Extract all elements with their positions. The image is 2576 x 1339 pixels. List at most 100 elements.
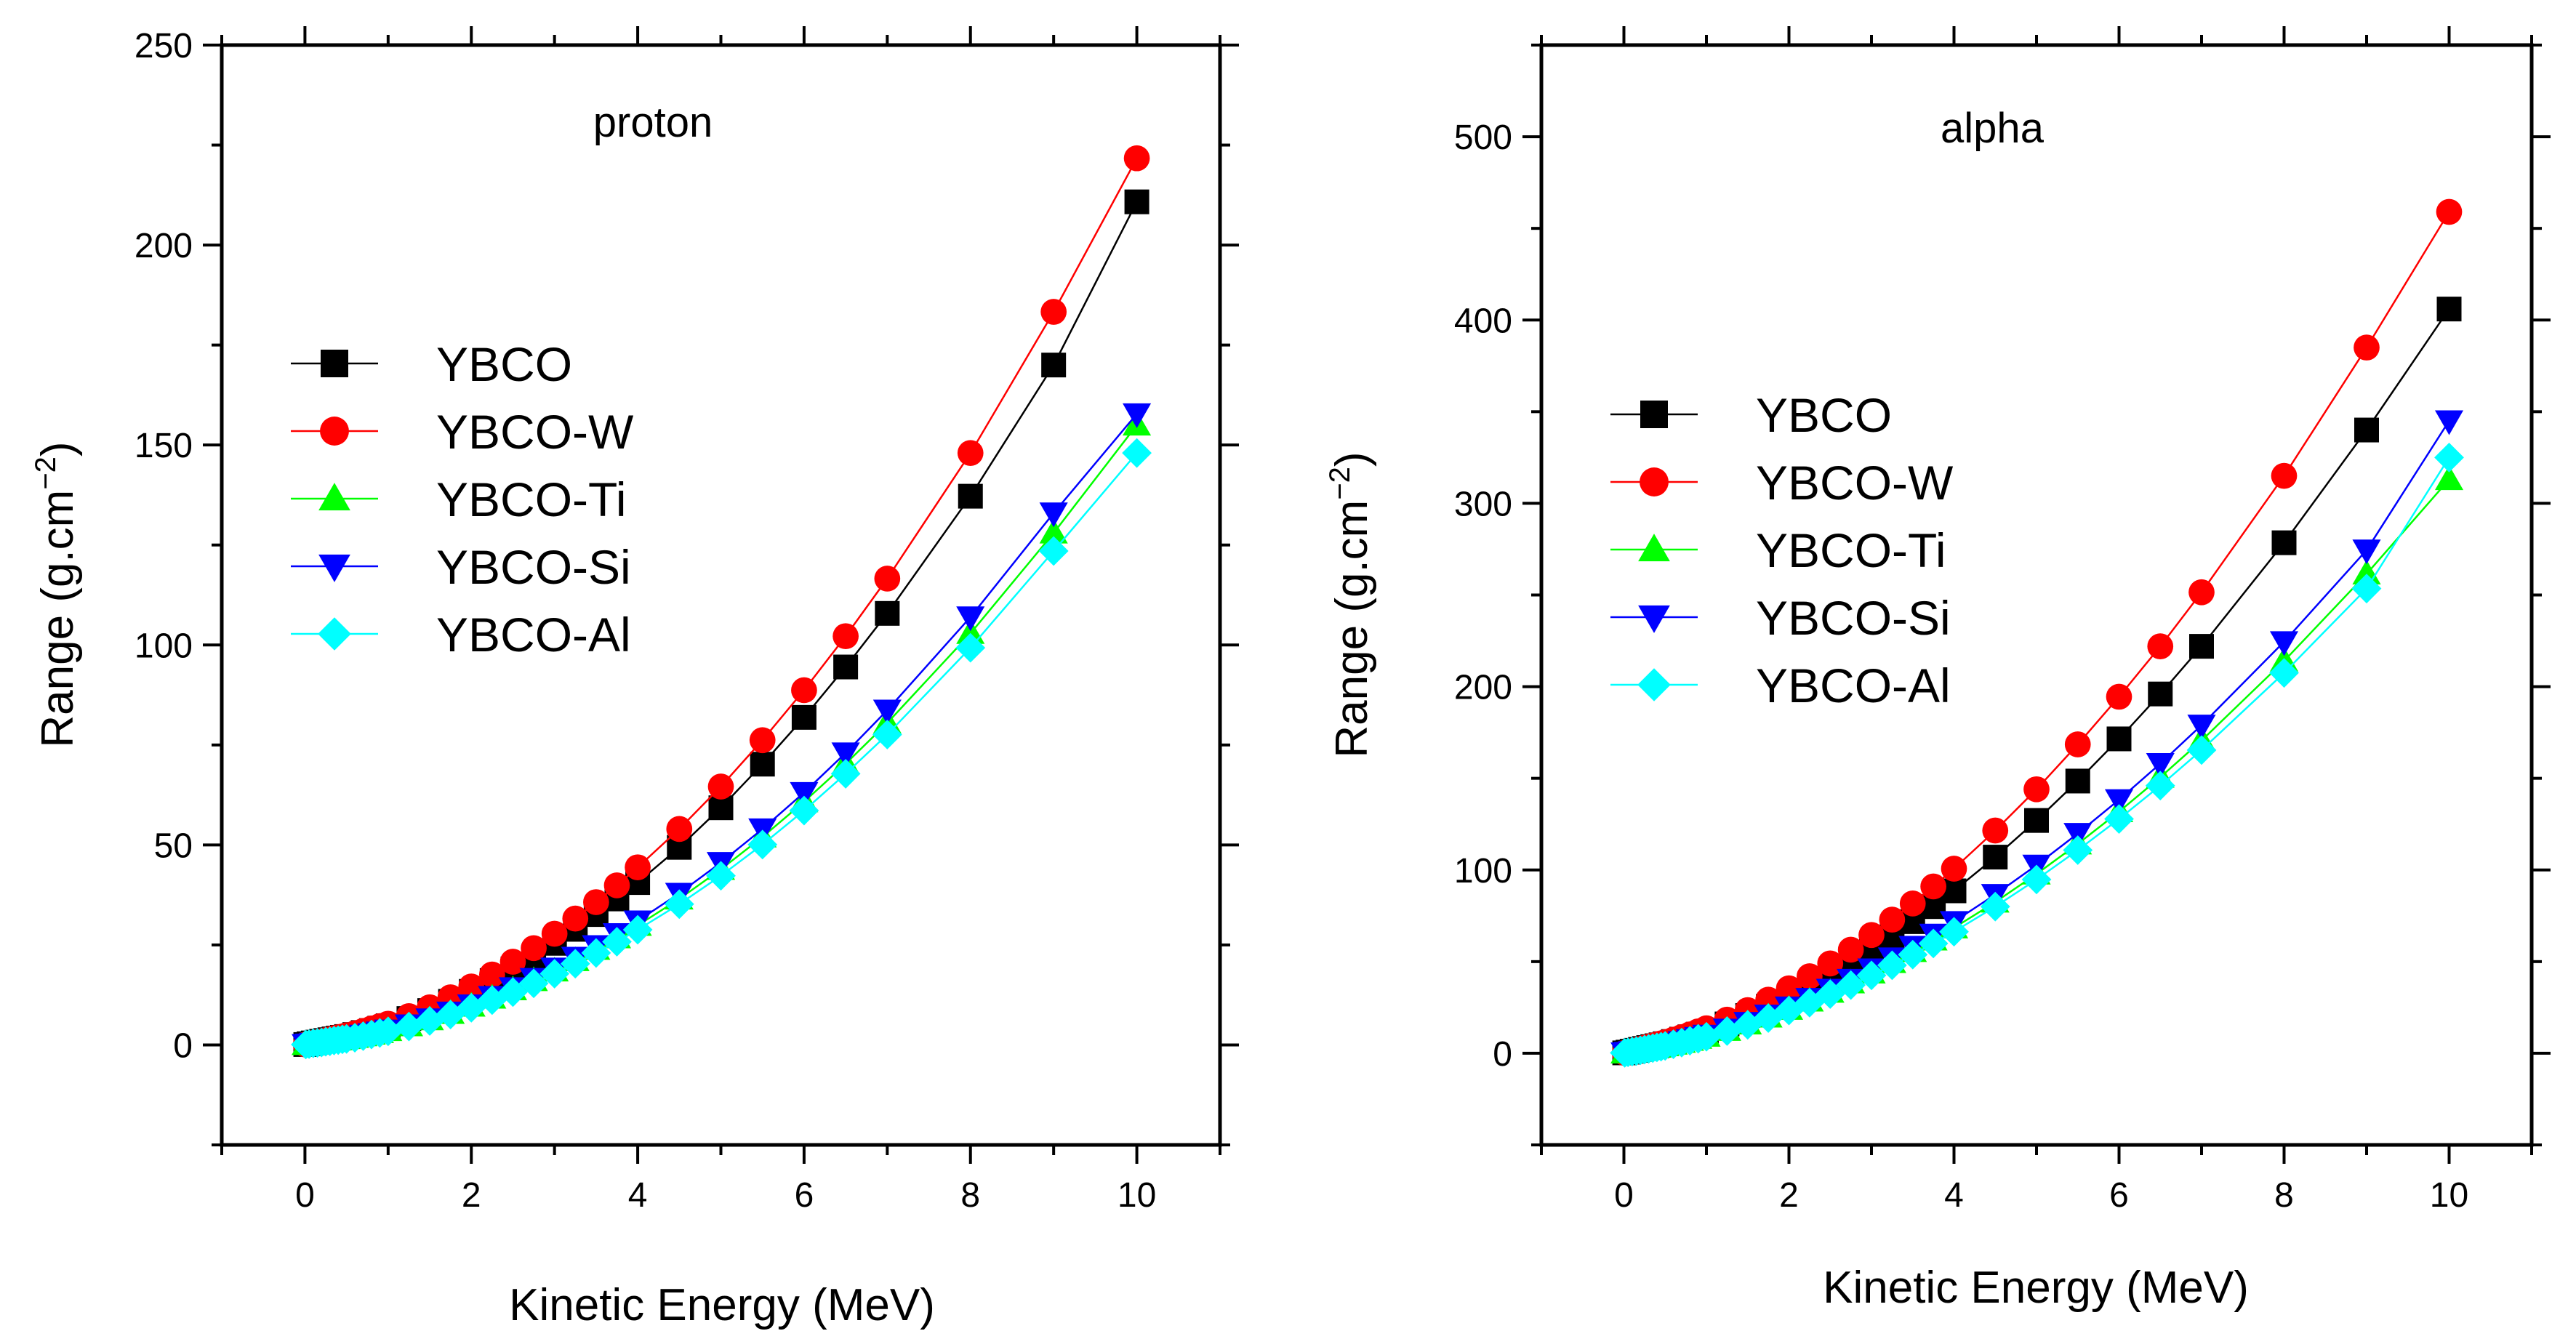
y-axis-label-alpha: Range (g.cm−2) (1324, 451, 1377, 757)
y-axis-label-sup-alpha: −2 (1324, 467, 1356, 500)
data-point-ybco-w-alpha (2188, 579, 2215, 606)
data-point-ybco-al-alpha (2021, 864, 2052, 895)
legend-item-ybco-ti-alpha: YBCO-Ti (1610, 523, 1946, 577)
data-point-ybco-al-proton (789, 795, 819, 826)
data-point-ybco-al-alpha (2269, 658, 2299, 688)
legend-item-ybco-si-proton: YBCO-Si (291, 540, 631, 594)
data-point-ybco-al-proton (602, 927, 632, 957)
x-tick-label-proton: 6 (795, 1176, 814, 1215)
data-point-ybco-w-proton (707, 773, 734, 800)
data-point-ybco-alpha (2148, 681, 2173, 707)
data-point-ybco-w-proton (603, 872, 630, 898)
data-point-ybco-si-alpha (2352, 539, 2381, 565)
y-tick-label-proton: 200 (135, 227, 193, 265)
series-ybco-al-proton (291, 438, 1152, 1060)
data-point-ybco-al-proton (706, 861, 736, 891)
x-tick-label-proton: 10 (1118, 1176, 1156, 1215)
data-point-ybco-w-alpha (1920, 873, 1946, 900)
data-point-ybco-alpha (1983, 845, 2008, 870)
data-point-ybco-alpha (2271, 530, 2297, 555)
x-tick-label-proton: 8 (960, 1176, 980, 1215)
x-tick-label-alpha: 10 (2430, 1176, 2468, 1215)
data-point-ybco-al-alpha (1836, 970, 1866, 1000)
data-point-ybco-si-proton (831, 742, 860, 768)
data-point-ybco-si-proton (872, 699, 902, 725)
data-point-ybco-w-proton (521, 935, 547, 962)
data-point-ybco-al-alpha (1856, 960, 1887, 991)
data-point-ybco-w-alpha (1775, 975, 1802, 1002)
y-tick-label-alpha: 200 (1454, 669, 1512, 707)
data-series-alpha (1610, 198, 2464, 1068)
y-tick-label-alpha: 400 (1454, 302, 1512, 340)
legend-label-ybco-si-proton: YBCO-Si (436, 540, 631, 594)
y-tick-label-alpha: 500 (1454, 118, 1512, 157)
data-point-ybco-al-proton (539, 959, 570, 989)
data-point-ybco-w-proton (749, 727, 776, 754)
legend-proton: YBCO YBCO-W YBCO-Ti YBCO-Si YBCO-Al (291, 337, 634, 662)
data-point-ybco-w-proton (791, 677, 817, 704)
data-point-ybco-w-proton (957, 440, 984, 467)
data-point-ybco-al-proton (581, 938, 611, 968)
y-tick-label-proton: 250 (135, 27, 193, 65)
legend-label-ybco-alpha: YBCO (1756, 388, 1892, 442)
data-series-proton (291, 145, 1152, 1060)
legend-item-ybco-proton: YBCO (291, 337, 572, 391)
panel-title-proton: proton (593, 99, 713, 146)
data-point-ybco-proton (875, 600, 900, 626)
legend-item-ybco-w-alpha: YBCO-W (1610, 456, 1954, 510)
data-point-ybco-al-proton (1122, 438, 1152, 468)
data-point-ybco-w-proton (1123, 145, 1150, 172)
legend-label-ybco-al-proton: YBCO-Al (436, 608, 631, 662)
data-point-ybco-proton (833, 654, 859, 680)
data-point-ybco-al-proton (622, 914, 653, 945)
data-point-ybco-alpha (2436, 297, 2462, 322)
data-point-ybco-w-alpha (1982, 817, 2009, 844)
data-point-ybco-w-alpha (2106, 683, 2132, 710)
data-point-ybco-si-proton (1039, 502, 1068, 528)
data-point-ybco-w-alpha (2023, 776, 2050, 803)
x-tick-label-proton: 4 (628, 1176, 648, 1215)
legend-swatch-marker-ybco-alpha (1640, 401, 1668, 428)
data-point-ybco-al-alpha (2145, 771, 2175, 801)
data-point-ybco-proton (750, 752, 775, 777)
data-point-ybco-w-proton (832, 623, 859, 650)
data-point-ybco-al-alpha (1980, 891, 2010, 922)
data-point-ybco-w-alpha (2064, 731, 2091, 757)
data-point-ybco-alpha (2106, 726, 2132, 752)
data-point-ybco-w-proton (1040, 299, 1067, 325)
legend-swatch-marker-ybco-ti-alpha (1638, 534, 1670, 562)
data-point-ybco-al-proton (1038, 536, 1069, 566)
data-point-ybco-w-alpha (2271, 462, 2298, 489)
legend-label-ybco-al-alpha: YBCO-Al (1756, 659, 1951, 712)
data-point-ybco-w-alpha (1858, 922, 1885, 949)
data-point-ybco-proton (1124, 189, 1149, 214)
legend-item-ybco-si-alpha: YBCO-Si (1610, 591, 1951, 645)
legend-swatch-marker-ybco-w-proton (320, 417, 349, 446)
legend-swatch-marker-ybco-al-alpha (1637, 668, 1671, 701)
data-point-ybco-w-proton (583, 889, 609, 915)
data-point-ybco-w-alpha (1941, 856, 1967, 882)
data-point-ybco-al-proton (394, 1011, 424, 1042)
y-tick-label-proton: 0 (173, 1026, 193, 1065)
data-point-ybco-w-alpha (1797, 963, 1823, 989)
x-tick-label-alpha: 2 (1779, 1176, 1799, 1215)
data-point-ybco-si-proton (1123, 403, 1152, 428)
data-point-ybco-al-proton (747, 829, 778, 860)
y-axis-label-text-alpha: Range (g.cm (1327, 500, 1377, 758)
data-point-ybco-al-proton (477, 985, 507, 1016)
data-point-ybco-w-proton (874, 566, 901, 592)
legend-label-ybco-w-alpha: YBCO-W (1756, 456, 1954, 510)
data-point-ybco-w-proton (458, 973, 485, 1000)
data-point-ybco-al-alpha (1918, 928, 1949, 959)
data-point-ybco-w-proton (666, 816, 693, 843)
y-tick-label-alpha: 0 (1493, 1035, 1512, 1074)
data-point-ybco-al-alpha (1898, 939, 1928, 970)
data-point-ybco-ti-alpha (2434, 465, 2464, 491)
data-point-ybco-w-alpha (2436, 198, 2463, 225)
legend-item-ybco-w-proton: YBCO-W (291, 405, 634, 459)
x-tick-label-alpha: 8 (2274, 1176, 2294, 1215)
data-point-ybco-al-alpha (1794, 987, 1825, 1018)
data-point-ybco-w-proton (499, 949, 526, 975)
